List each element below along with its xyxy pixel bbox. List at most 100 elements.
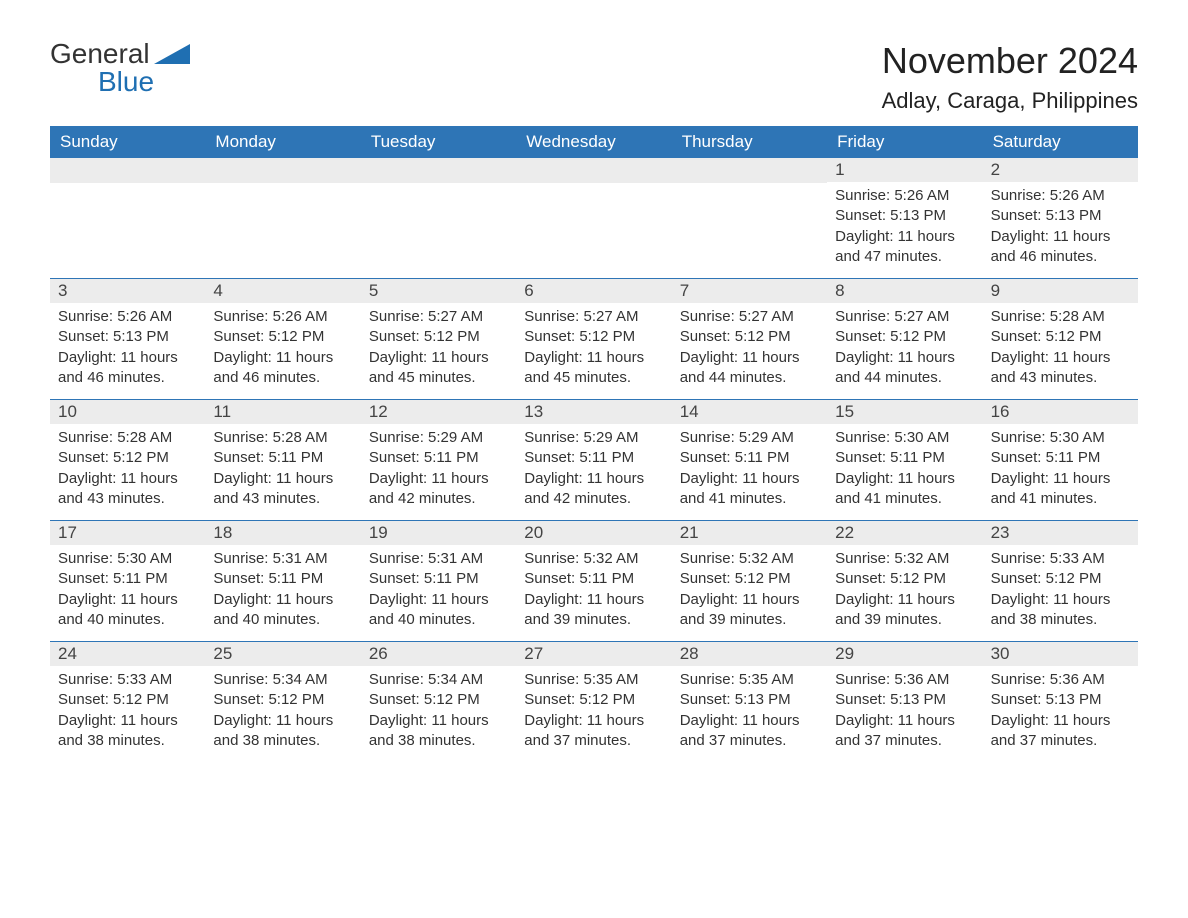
day-cell-8: 8Sunrise: 5:27 AMSunset: 5:12 PMDaylight… [827, 279, 982, 399]
dow-wednesday: Wednesday [516, 126, 671, 158]
daylight-text: Daylight: 11 hours and 37 minutes. [680, 711, 819, 752]
day-cell-26: 26Sunrise: 5:34 AMSunset: 5:12 PMDayligh… [361, 642, 516, 762]
sunset-text: Sunset: 5:12 PM [524, 690, 663, 710]
day-cell-13: 13Sunrise: 5:29 AMSunset: 5:11 PMDayligh… [516, 400, 671, 520]
sunset-text: Sunset: 5:11 PM [213, 569, 352, 589]
daylight-text: Daylight: 11 hours and 44 minutes. [680, 348, 819, 389]
day-number: 29 [827, 642, 982, 666]
day-number: 15 [827, 400, 982, 424]
logo-text-blue: Blue [50, 68, 190, 96]
day-number [672, 158, 827, 183]
day-number: 13 [516, 400, 671, 424]
sunrise-text: Sunrise: 5:27 AM [524, 307, 663, 327]
sunrise-text: Sunrise: 5:34 AM [369, 670, 508, 690]
sunrise-text: Sunrise: 5:30 AM [991, 428, 1130, 448]
daylight-text: Daylight: 11 hours and 37 minutes. [991, 711, 1130, 752]
sunrise-text: Sunrise: 5:29 AM [680, 428, 819, 448]
sunrise-text: Sunrise: 5:35 AM [680, 670, 819, 690]
day-cell-6: 6Sunrise: 5:27 AMSunset: 5:12 PMDaylight… [516, 279, 671, 399]
daylight-text: Daylight: 11 hours and 38 minutes. [991, 590, 1130, 631]
day-number: 27 [516, 642, 671, 666]
logo-triangle-icon [154, 44, 190, 64]
day-details: Sunrise: 5:27 AMSunset: 5:12 PMDaylight:… [827, 303, 982, 396]
day-number: 10 [50, 400, 205, 424]
sunrise-text: Sunrise: 5:34 AM [213, 670, 352, 690]
sunrise-text: Sunrise: 5:36 AM [991, 670, 1130, 690]
dow-tuesday: Tuesday [361, 126, 516, 158]
day-details: Sunrise: 5:28 AMSunset: 5:11 PMDaylight:… [205, 424, 360, 517]
day-details: Sunrise: 5:29 AMSunset: 5:11 PMDaylight:… [361, 424, 516, 517]
sunrise-text: Sunrise: 5:35 AM [524, 670, 663, 690]
title-block: November 2024 Adlay, Caraga, Philippines [882, 40, 1138, 114]
dow-friday: Friday [827, 126, 982, 158]
sunrise-text: Sunrise: 5:26 AM [213, 307, 352, 327]
week-row: 3Sunrise: 5:26 AMSunset: 5:13 PMDaylight… [50, 278, 1138, 399]
daylight-text: Daylight: 11 hours and 43 minutes. [58, 469, 197, 510]
sunset-text: Sunset: 5:11 PM [991, 448, 1130, 468]
sunset-text: Sunset: 5:11 PM [58, 569, 197, 589]
empty-cell [672, 158, 827, 278]
sunrise-text: Sunrise: 5:32 AM [680, 549, 819, 569]
day-cell-2: 2Sunrise: 5:26 AMSunset: 5:13 PMDaylight… [983, 158, 1138, 278]
day-details: Sunrise: 5:33 AMSunset: 5:12 PMDaylight:… [50, 666, 205, 759]
day-details [50, 183, 205, 195]
day-details: Sunrise: 5:27 AMSunset: 5:12 PMDaylight:… [672, 303, 827, 396]
day-details: Sunrise: 5:32 AMSunset: 5:12 PMDaylight:… [672, 545, 827, 638]
day-details: Sunrise: 5:26 AMSunset: 5:13 PMDaylight:… [50, 303, 205, 396]
day-details: Sunrise: 5:26 AMSunset: 5:13 PMDaylight:… [983, 182, 1138, 275]
sunset-text: Sunset: 5:12 PM [680, 327, 819, 347]
sunrise-text: Sunrise: 5:31 AM [369, 549, 508, 569]
sunrise-text: Sunrise: 5:26 AM [835, 186, 974, 206]
sunrise-text: Sunrise: 5:28 AM [213, 428, 352, 448]
day-details: Sunrise: 5:32 AMSunset: 5:11 PMDaylight:… [516, 545, 671, 638]
day-cell-18: 18 Sunrise: 5:31 AMSunset: 5:11 PMDayligh… [205, 521, 360, 641]
daylight-text: Daylight: 11 hours and 37 minutes. [524, 711, 663, 752]
day-cell-17: 17Sunrise: 5:30 AMSunset: 5:11 PMDayligh… [50, 521, 205, 641]
day-cell-27: 27 Sunrise: 5:35 AMSunset: 5:12 PMDayligh… [516, 642, 671, 762]
day-cell-12: 12Sunrise: 5:29 AMSunset: 5:11 PMDayligh… [361, 400, 516, 520]
sunrise-text: Sunrise: 5:30 AM [835, 428, 974, 448]
daylight-text: Daylight: 11 hours and 40 minutes. [213, 590, 352, 631]
day-number: 12 [361, 400, 516, 424]
day-number: 11 [205, 400, 360, 424]
day-number [50, 158, 205, 183]
day-cell-7: 7Sunrise: 5:27 AMSunset: 5:12 PMDaylight… [672, 279, 827, 399]
day-number: 17 [50, 521, 205, 545]
logo: General Blue [50, 40, 190, 96]
day-number: 26 [361, 642, 516, 666]
day-number: 23 [983, 521, 1138, 545]
daylight-text: Daylight: 11 hours and 43 minutes. [213, 469, 352, 510]
sunrise-text: Sunrise: 5:28 AM [58, 428, 197, 448]
sunset-text: Sunset: 5:12 PM [213, 690, 352, 710]
day-number: 24 [50, 642, 205, 666]
daylight-text: Daylight: 11 hours and 45 minutes. [369, 348, 508, 389]
day-number: 2 [983, 158, 1138, 182]
day-details: Sunrise: 5:28 AMSunset: 5:12 PMDaylight:… [50, 424, 205, 517]
day-cell-16: 16Sunrise: 5:30 AMSunset: 5:11 PMDayligh… [983, 400, 1138, 520]
day-details: Sunrise: 5:31 AMSunset: 5:11 PMDaylight:… [361, 545, 516, 638]
dow-thursday: Thursday [672, 126, 827, 158]
daylight-text: Daylight: 11 hours and 41 minutes. [991, 469, 1130, 510]
sunrise-text: Sunrise: 5:31 AM [213, 549, 352, 569]
sunset-text: Sunset: 5:12 PM [58, 690, 197, 710]
sunset-text: Sunset: 5:12 PM [991, 569, 1130, 589]
sunset-text: Sunset: 5:11 PM [369, 448, 508, 468]
day-details: Sunrise: 5:30 AMSunset: 5:11 PMDaylight:… [983, 424, 1138, 517]
day-number: 18 [205, 521, 360, 545]
daylight-text: Daylight: 11 hours and 45 minutes. [524, 348, 663, 389]
day-details: Sunrise: 5:34 AMSunset: 5:12 PMDaylight:… [361, 666, 516, 759]
empty-cell [50, 158, 205, 278]
location-subtitle: Adlay, Caraga, Philippines [882, 88, 1138, 114]
day-number: 4 [205, 279, 360, 303]
sunset-text: Sunset: 5:11 PM [369, 569, 508, 589]
sunset-text: Sunset: 5:12 PM [369, 690, 508, 710]
daylight-text: Daylight: 11 hours and 39 minutes. [835, 590, 974, 631]
day-cell-25: 25Sunrise: 5:34 AMSunset: 5:12 PMDayligh… [205, 642, 360, 762]
day-details: Sunrise: 5:26 AMSunset: 5:13 PMDaylight:… [827, 182, 982, 275]
day-details [516, 183, 671, 195]
day-details [672, 183, 827, 195]
day-details: Sunrise: 5:27 AMSunset: 5:12 PMDaylight:… [516, 303, 671, 396]
sunset-text: Sunset: 5:13 PM [835, 690, 974, 710]
day-number: 19 [361, 521, 516, 545]
day-number: 30 [983, 642, 1138, 666]
